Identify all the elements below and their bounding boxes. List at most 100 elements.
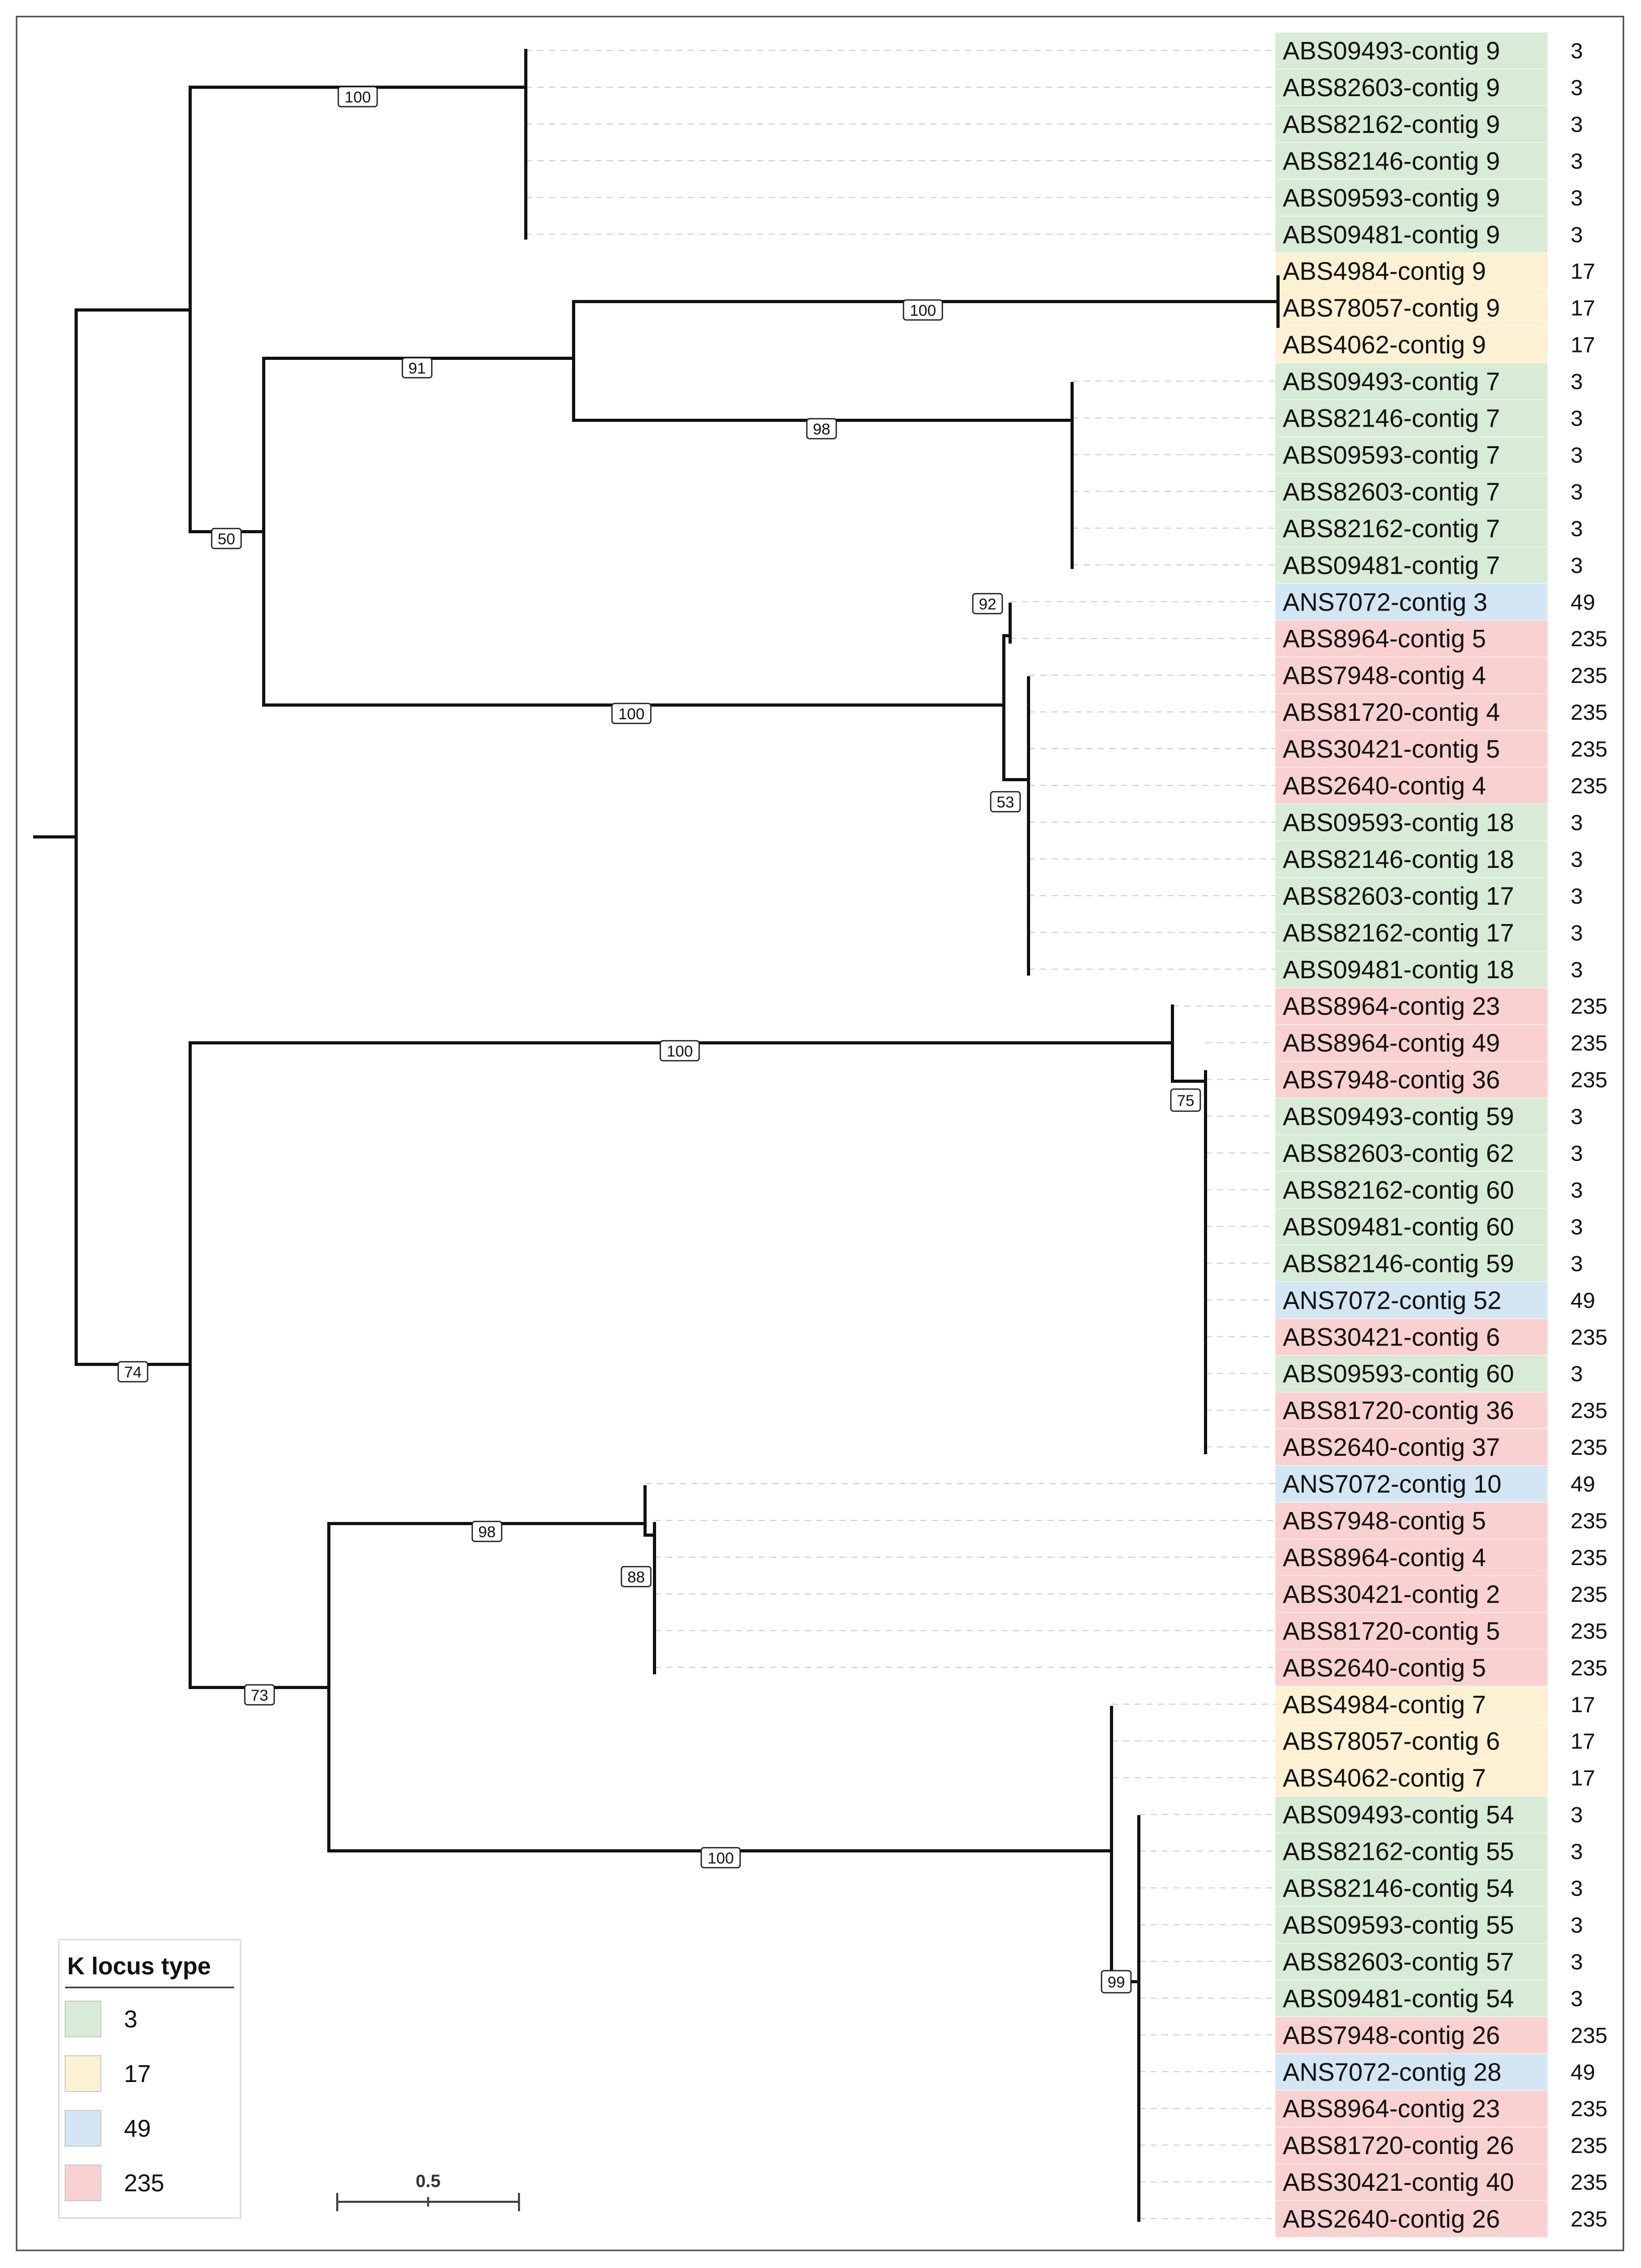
- tip-label-background: [1275, 657, 1547, 694]
- svg-text:100: 100: [618, 706, 645, 723]
- tip-label: ABS09593-contig 55: [1283, 1911, 1514, 1939]
- tip-label-background: [1275, 1319, 1547, 1355]
- k-locus-type: 3: [1571, 1104, 1583, 1129]
- k-locus-type: 235: [1571, 2133, 1607, 2158]
- tip-label-background: [1275, 1576, 1547, 1612]
- k-locus-type: 235: [1571, 737, 1607, 761]
- k-locus-type: 17: [1571, 296, 1595, 320]
- tip-label-background: [1275, 768, 1547, 804]
- k-locus-type: 235: [1571, 994, 1607, 1019]
- tip-label: ABS09493-contig 54: [1283, 1801, 1514, 1829]
- k-locus-type: 3: [1571, 479, 1583, 504]
- tip-label-background: [1275, 2054, 1547, 2090]
- tip-label: ABS8964-contig 49: [1283, 1030, 1500, 1058]
- bootstrap-label: 98: [806, 418, 837, 440]
- tip-label: ABS09481-contig 54: [1283, 1985, 1514, 2013]
- k-locus-type: 235: [1571, 1324, 1607, 1349]
- k-locus-type: 235: [1571, 663, 1607, 688]
- tip-label-background: [1275, 473, 1547, 510]
- k-locus-type: 3: [1571, 442, 1583, 467]
- tip-label-background: [1275, 1208, 1547, 1245]
- svg-text:92: 92: [979, 596, 996, 613]
- tip-label: ABS7948-contig 26: [1283, 2022, 1500, 2049]
- tip-label: ABS4984-contig 7: [1283, 1691, 1486, 1719]
- tip-label-background: [1275, 620, 1547, 657]
- svg-text:100: 100: [667, 1043, 693, 1060]
- legend-label: 49: [124, 2115, 151, 2142]
- tip-label: ABS8964-contig 5: [1283, 625, 1486, 653]
- svg-text:50: 50: [217, 531, 235, 548]
- tip-label-background: [1275, 289, 1547, 326]
- scale-bar: [336, 2193, 520, 2211]
- k-locus-type: 3: [1571, 112, 1583, 137]
- tip-label: ABS7948-contig 36: [1283, 1066, 1500, 1094]
- svg-text:100: 100: [708, 1850, 734, 1867]
- k-locus-type: 235: [1571, 773, 1607, 798]
- tip-label: ABS2640-contig 37: [1283, 1434, 1500, 1462]
- k-locus-type: 235: [1571, 2096, 1607, 2121]
- tip-label: ABS2640-contig 26: [1283, 2205, 1500, 2233]
- tip-label-background: [1275, 2127, 1547, 2164]
- tip-label-background: [1275, 437, 1547, 473]
- tip-label: ABS81720-contig 5: [1283, 1618, 1500, 1645]
- bootstrap-label: 75: [1170, 1088, 1201, 1112]
- bootstrap-label: 100: [700, 1847, 741, 1869]
- tip-label: ABS2640-contig 4: [1283, 772, 1486, 800]
- tip-label: ABS82162-contig 60: [1283, 1176, 1514, 1204]
- tip-label: ABS82162-contig 55: [1283, 1838, 1514, 1866]
- tip-label-background: [1275, 253, 1547, 289]
- svg-text:99: 99: [1107, 1974, 1125, 1991]
- bootstrap-label: 100: [659, 1040, 700, 1062]
- tip-label: ABS09493-contig 9: [1283, 37, 1500, 65]
- tip-label-background: [1275, 1024, 1547, 1061]
- tip-label: ABS82162-contig 9: [1283, 111, 1500, 139]
- k-locus-type: 3: [1571, 1251, 1583, 1276]
- k-locus-type: 3: [1571, 810, 1583, 835]
- tip-label: ABS82146-contig 18: [1283, 846, 1514, 874]
- tip-label: ABS30421-contig 2: [1283, 1581, 1500, 1609]
- tip-label: ABS82146-contig 59: [1283, 1250, 1514, 1278]
- tip-label: ABS81720-contig 26: [1283, 2132, 1514, 2160]
- svg-text:91: 91: [408, 360, 425, 377]
- tip-label: ABS2640-contig 5: [1283, 1654, 1486, 1682]
- tip-label: ANS7072-contig 3: [1283, 588, 1488, 616]
- tip-label: ABS78057-contig 6: [1283, 1728, 1500, 1756]
- tip-label-background: [1275, 1943, 1547, 1980]
- k-locus-type: 49: [1571, 2059, 1595, 2084]
- k-locus-type: 3: [1571, 1361, 1583, 1386]
- k-locus-type: 235: [1571, 1435, 1607, 1459]
- tip-label-background: [1275, 1833, 1547, 1870]
- k-locus-type: 235: [1571, 2207, 1607, 2231]
- tip-label: ABS30421-contig 6: [1283, 1323, 1500, 1351]
- tip-label-background: [1275, 1355, 1547, 1392]
- tip-label: ABS4062-contig 7: [1283, 1765, 1486, 1793]
- tip-label: ABS82603-contig 7: [1283, 478, 1500, 506]
- k-locus-type: 235: [1571, 1398, 1607, 1423]
- legend-label: 235: [124, 2169, 164, 2197]
- tip-label: ABS7948-contig 5: [1283, 1507, 1486, 1535]
- tip-label-background: [1275, 179, 1547, 216]
- tip-label-background: [1275, 914, 1547, 951]
- tip-label-background: [1275, 1466, 1547, 1503]
- k-locus-type: 49: [1571, 1472, 1595, 1496]
- tip-label-background: [1275, 216, 1547, 253]
- k-locus-type: 235: [1571, 1655, 1607, 1680]
- svg-text:73: 73: [251, 1687, 268, 1704]
- tip-label-background: [1275, 1429, 1547, 1466]
- tip-label-background: [1275, 841, 1547, 877]
- legend-title: K locus type: [67, 1952, 211, 1980]
- k-locus-type: 235: [1571, 1031, 1607, 1055]
- svg-text:98: 98: [813, 421, 830, 438]
- k-locus-type: 49: [1571, 1288, 1595, 1312]
- tip-label: ABS82603-contig 17: [1283, 883, 1514, 910]
- tip-label-background: [1275, 804, 1547, 841]
- tip-label-background: [1275, 1723, 1547, 1759]
- tip-label: ABS82146-contig 7: [1283, 405, 1500, 433]
- k-locus-type: 3: [1571, 1839, 1583, 1864]
- tip-label: ABS82603-contig 62: [1283, 1140, 1514, 1168]
- svg-text:53: 53: [996, 794, 1014, 811]
- tip-label: ABS78057-contig 9: [1283, 295, 1500, 323]
- tip-label: ABS81720-contig 4: [1283, 699, 1500, 727]
- tip-label: ABS09593-contig 7: [1283, 441, 1500, 469]
